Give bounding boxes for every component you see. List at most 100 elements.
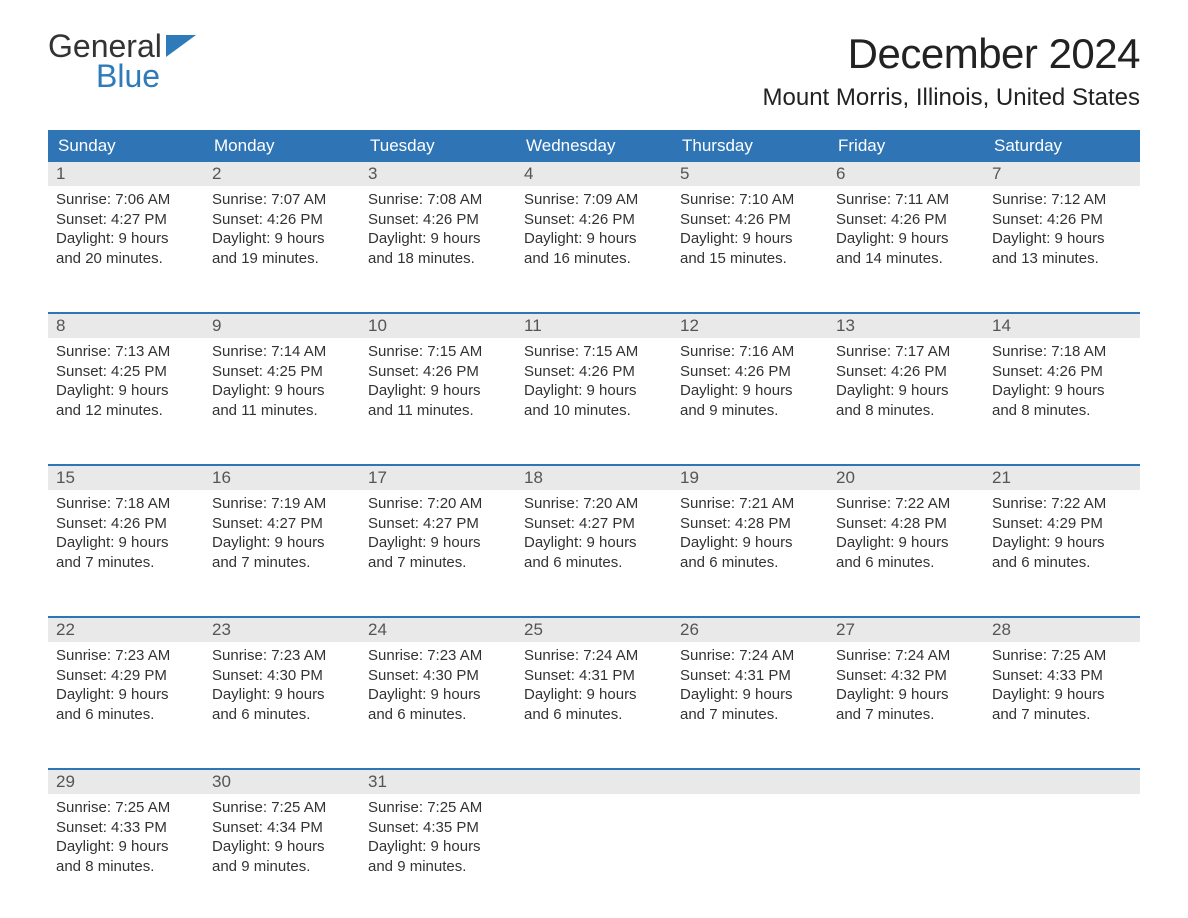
daylight-line: Daylight: 9 hours and 7 minutes. [56, 533, 196, 572]
sunset-line: Sunset: 4:26 PM [524, 362, 664, 382]
day-number: 13 [828, 314, 984, 338]
sunset-line: Sunset: 4:35 PM [368, 818, 508, 838]
day-number: 2 [204, 162, 360, 186]
daylight-line: Daylight: 9 hours and 8 minutes. [56, 837, 196, 876]
day-number: 31 [360, 770, 516, 794]
flag-icon [166, 35, 196, 57]
sunrise-line: Sunrise: 7:24 AM [680, 646, 820, 666]
sunrise-line: Sunrise: 7:25 AM [212, 798, 352, 818]
sunrise-line: Sunrise: 7:09 AM [524, 190, 664, 210]
day-number: 26 [672, 618, 828, 642]
dow-header: Monday [204, 130, 360, 162]
day-body: Sunrise: 7:18 AMSunset: 4:26 PMDaylight:… [48, 490, 204, 580]
day-number: 3 [360, 162, 516, 186]
day-body: Sunrise: 7:23 AMSunset: 4:29 PMDaylight:… [48, 642, 204, 732]
day-cell: 27Sunrise: 7:24 AMSunset: 4:32 PMDayligh… [828, 618, 984, 746]
day-number: 18 [516, 466, 672, 490]
sunrise-line: Sunrise: 7:23 AM [56, 646, 196, 666]
day-cell: 17Sunrise: 7:20 AMSunset: 4:27 PMDayligh… [360, 466, 516, 594]
day-body: Sunrise: 7:24 AMSunset: 4:32 PMDaylight:… [828, 642, 984, 732]
day-cell: 30Sunrise: 7:25 AMSunset: 4:34 PMDayligh… [204, 770, 360, 898]
daylight-line: Daylight: 9 hours and 19 minutes. [212, 229, 352, 268]
day-body: Sunrise: 7:25 AMSunset: 4:33 PMDaylight:… [48, 794, 204, 884]
day-cell-empty: . [516, 770, 672, 898]
day-number: 4 [516, 162, 672, 186]
day-number: 19 [672, 466, 828, 490]
daylight-line: Daylight: 9 hours and 7 minutes. [368, 533, 508, 572]
sunrise-line: Sunrise: 7:22 AM [992, 494, 1132, 514]
sunset-line: Sunset: 4:26 PM [56, 514, 196, 534]
sunset-line: Sunset: 4:31 PM [680, 666, 820, 686]
brand-line2: Blue [48, 60, 196, 92]
daylight-line: Daylight: 9 hours and 15 minutes. [680, 229, 820, 268]
day-cell: 10Sunrise: 7:15 AMSunset: 4:26 PMDayligh… [360, 314, 516, 442]
daylight-line: Daylight: 9 hours and 11 minutes. [212, 381, 352, 420]
week-row: 1Sunrise: 7:06 AMSunset: 4:27 PMDaylight… [48, 162, 1140, 290]
daylight-line: Daylight: 9 hours and 8 minutes. [836, 381, 976, 420]
day-number: 6 [828, 162, 984, 186]
daylight-line: Daylight: 9 hours and 18 minutes. [368, 229, 508, 268]
month-title: December 2024 [763, 30, 1140, 78]
day-number: . [672, 770, 828, 794]
daylight-line: Daylight: 9 hours and 9 minutes. [212, 837, 352, 876]
sunset-line: Sunset: 4:27 PM [368, 514, 508, 534]
sunset-line: Sunset: 4:26 PM [680, 362, 820, 382]
daylight-line: Daylight: 9 hours and 13 minutes. [992, 229, 1132, 268]
sunrise-line: Sunrise: 7:24 AM [524, 646, 664, 666]
day-body: Sunrise: 7:13 AMSunset: 4:25 PMDaylight:… [48, 338, 204, 428]
sunrise-line: Sunrise: 7:13 AM [56, 342, 196, 362]
day-cell: 20Sunrise: 7:22 AMSunset: 4:28 PMDayligh… [828, 466, 984, 594]
day-body: Sunrise: 7:25 AMSunset: 4:34 PMDaylight:… [204, 794, 360, 884]
sunset-line: Sunset: 4:26 PM [836, 362, 976, 382]
sunset-line: Sunset: 4:26 PM [368, 210, 508, 230]
daylight-line: Daylight: 9 hours and 8 minutes. [992, 381, 1132, 420]
sunset-line: Sunset: 4:31 PM [524, 666, 664, 686]
sunset-line: Sunset: 4:26 PM [524, 210, 664, 230]
daylight-line: Daylight: 9 hours and 10 minutes. [524, 381, 664, 420]
day-cell: 15Sunrise: 7:18 AMSunset: 4:26 PMDayligh… [48, 466, 204, 594]
day-cell-empty: . [672, 770, 828, 898]
day-number: 29 [48, 770, 204, 794]
daylight-line: Daylight: 9 hours and 9 minutes. [680, 381, 820, 420]
sunset-line: Sunset: 4:32 PM [836, 666, 976, 686]
sunset-line: Sunset: 4:28 PM [836, 514, 976, 534]
day-number: 21 [984, 466, 1140, 490]
sunset-line: Sunset: 4:30 PM [368, 666, 508, 686]
sunrise-line: Sunrise: 7:12 AM [992, 190, 1132, 210]
day-body: Sunrise: 7:25 AMSunset: 4:33 PMDaylight:… [984, 642, 1140, 732]
sunrise-line: Sunrise: 7:23 AM [368, 646, 508, 666]
day-cell: 23Sunrise: 7:23 AMSunset: 4:30 PMDayligh… [204, 618, 360, 746]
header: General Blue December 2024 Mount Morris,… [48, 30, 1140, 112]
day-cell: 24Sunrise: 7:23 AMSunset: 4:30 PMDayligh… [360, 618, 516, 746]
day-body: Sunrise: 7:17 AMSunset: 4:26 PMDaylight:… [828, 338, 984, 428]
day-body: Sunrise: 7:23 AMSunset: 4:30 PMDaylight:… [204, 642, 360, 732]
daylight-line: Daylight: 9 hours and 6 minutes. [212, 685, 352, 724]
day-cell: 1Sunrise: 7:06 AMSunset: 4:27 PMDaylight… [48, 162, 204, 290]
dow-header: Thursday [672, 130, 828, 162]
sunset-line: Sunset: 4:34 PM [212, 818, 352, 838]
daylight-line: Daylight: 9 hours and 6 minutes. [524, 685, 664, 724]
sunrise-line: Sunrise: 7:16 AM [680, 342, 820, 362]
calendar-table: SundayMondayTuesdayWednesdayThursdayFrid… [48, 130, 1140, 898]
sunrise-line: Sunrise: 7:25 AM [56, 798, 196, 818]
dow-header: Tuesday [360, 130, 516, 162]
sunrise-line: Sunrise: 7:11 AM [836, 190, 976, 210]
day-cell: 12Sunrise: 7:16 AMSunset: 4:26 PMDayligh… [672, 314, 828, 442]
day-cell-empty: . [984, 770, 1140, 898]
sunrise-line: Sunrise: 7:20 AM [368, 494, 508, 514]
daylight-line: Daylight: 9 hours and 6 minutes. [680, 533, 820, 572]
day-cell: 22Sunrise: 7:23 AMSunset: 4:29 PMDayligh… [48, 618, 204, 746]
sunset-line: Sunset: 4:25 PM [56, 362, 196, 382]
daylight-line: Daylight: 9 hours and 12 minutes. [56, 381, 196, 420]
title-block: December 2024 Mount Morris, Illinois, Un… [763, 30, 1140, 112]
sunset-line: Sunset: 4:29 PM [992, 514, 1132, 534]
daylight-line: Daylight: 9 hours and 20 minutes. [56, 229, 196, 268]
sunrise-line: Sunrise: 7:25 AM [368, 798, 508, 818]
day-body: Sunrise: 7:22 AMSunset: 4:29 PMDaylight:… [984, 490, 1140, 580]
day-number: . [516, 770, 672, 794]
dow-header: Sunday [48, 130, 204, 162]
weeks-container: 1Sunrise: 7:06 AMSunset: 4:27 PMDaylight… [48, 162, 1140, 898]
day-cell: 31Sunrise: 7:25 AMSunset: 4:35 PMDayligh… [360, 770, 516, 898]
sunset-line: Sunset: 4:27 PM [212, 514, 352, 534]
day-body: Sunrise: 7:11 AMSunset: 4:26 PMDaylight:… [828, 186, 984, 276]
